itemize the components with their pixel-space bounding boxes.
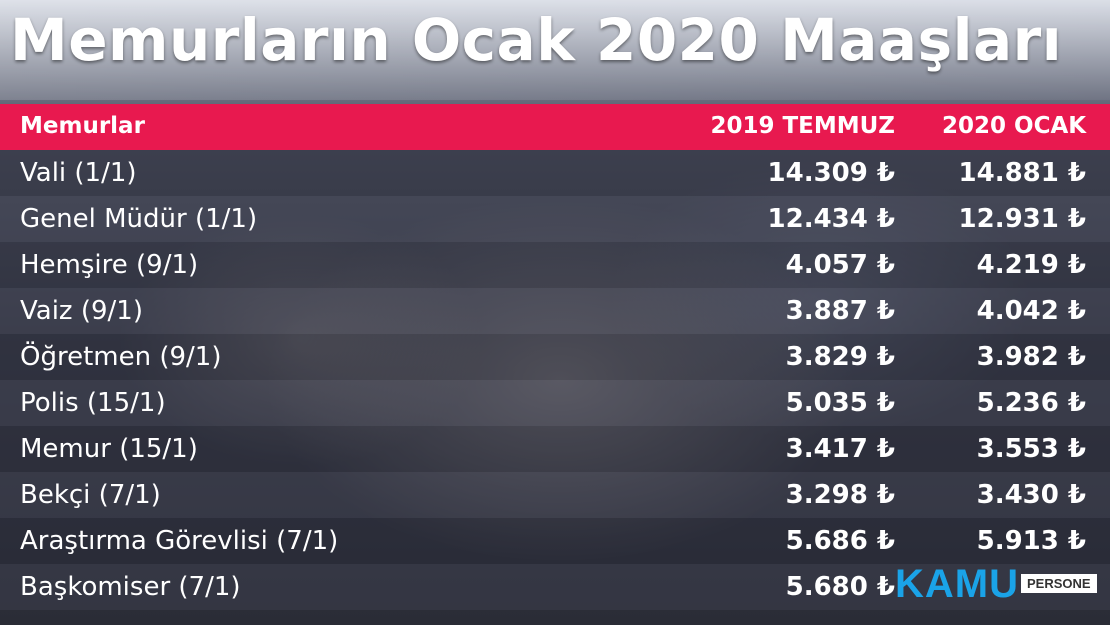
table-header: Memurlar 2019 TEMMUZ 2020 OCAK bbox=[0, 104, 1110, 150]
row-title: Memur (15/1) bbox=[20, 434, 198, 464]
row-2019-value: 14.309 ₺ bbox=[767, 158, 895, 188]
row-2019-value: 5.686 ₺ bbox=[785, 526, 895, 556]
table-row: Araştırma Görevlisi (7/1) 5.686 ₺ 5.913 … bbox=[0, 518, 1110, 564]
table-row: Polis (15/1) 5.035 ₺ 5.236 ₺ bbox=[0, 380, 1110, 426]
row-title: Genel Müdür (1/1) bbox=[20, 204, 258, 234]
row-2020-value: 4.042 ₺ bbox=[976, 296, 1086, 326]
page-title: Memurların Ocak 2020 Maaşları bbox=[10, 6, 1063, 74]
table-row: Genel Müdür (1/1) 12.434 ₺ 12.931 ₺ bbox=[0, 196, 1110, 242]
table-row: Öğretmen (9/1) 3.829 ₺ 3.982 ₺ bbox=[0, 334, 1110, 380]
row-2019-value: 3.417 ₺ bbox=[785, 434, 895, 464]
row-2020-value: 3.982 ₺ bbox=[976, 342, 1086, 372]
row-2019-value: 3.829 ₺ bbox=[785, 342, 895, 372]
header-2019-temmuz: 2019 TEMMUZ bbox=[710, 113, 895, 139]
row-2020-value: 5.913 ₺ bbox=[976, 526, 1086, 556]
row-2019-value: 4.057 ₺ bbox=[785, 250, 895, 280]
logo-tag-text: PERSONE bbox=[1020, 574, 1097, 593]
table-row: Bekçi (7/1) 3.298 ₺ 3.430 ₺ bbox=[0, 472, 1110, 518]
row-2019-value: 5.680 ₺ bbox=[785, 572, 895, 602]
row-2020-value: 3.553 ₺ bbox=[976, 434, 1086, 464]
row-title: Öğretmen (9/1) bbox=[20, 342, 222, 372]
row-2020-value: 14.881 ₺ bbox=[958, 158, 1086, 188]
row-title: Hemşire (9/1) bbox=[20, 250, 199, 280]
row-2019-value: 3.887 ₺ bbox=[785, 296, 895, 326]
row-2019-value: 3.298 ₺ bbox=[785, 480, 895, 510]
table-row: Memur (15/1) 3.417 ₺ 3.553 ₺ bbox=[0, 426, 1110, 472]
salary-table: Vali (1/1) 14.309 ₺ 14.881 ₺ Genel Müdür… bbox=[0, 150, 1110, 610]
title-band bbox=[0, 0, 1110, 100]
table-row: Hemşire (9/1) 4.057 ₺ 4.219 ₺ bbox=[0, 242, 1110, 288]
table-row: Vaiz (9/1) 3.887 ₺ 4.042 ₺ bbox=[0, 288, 1110, 334]
row-title: Araştırma Görevlisi (7/1) bbox=[20, 526, 339, 556]
header-memurlar: Memurlar bbox=[20, 113, 145, 139]
row-title: Vaiz (9/1) bbox=[20, 296, 143, 326]
row-2020-value: 12.931 ₺ bbox=[958, 204, 1086, 234]
logo-brand-text: KAMU bbox=[895, 562, 1019, 606]
table-row: Başkomiser (7/1) 5.680 ₺ bbox=[0, 564, 1110, 610]
row-2019-value: 12.434 ₺ bbox=[767, 204, 895, 234]
table-row: Vali (1/1) 14.309 ₺ 14.881 ₺ bbox=[0, 150, 1110, 196]
row-title: Bekçi (7/1) bbox=[20, 480, 161, 510]
row-2019-value: 5.035 ₺ bbox=[785, 388, 895, 418]
row-title: Başkomiser (7/1) bbox=[20, 572, 241, 602]
kamupersonel-logo: KAMU PERSONE bbox=[895, 562, 1097, 606]
row-title: Polis (15/1) bbox=[20, 388, 166, 418]
row-2020-value: 5.236 ₺ bbox=[976, 388, 1086, 418]
row-2020-value: 4.219 ₺ bbox=[976, 250, 1086, 280]
row-2020-value: 3.430 ₺ bbox=[976, 480, 1086, 510]
row-title: Vali (1/1) bbox=[20, 158, 137, 188]
header-2020-ocak: 2020 OCAK bbox=[942, 113, 1087, 139]
